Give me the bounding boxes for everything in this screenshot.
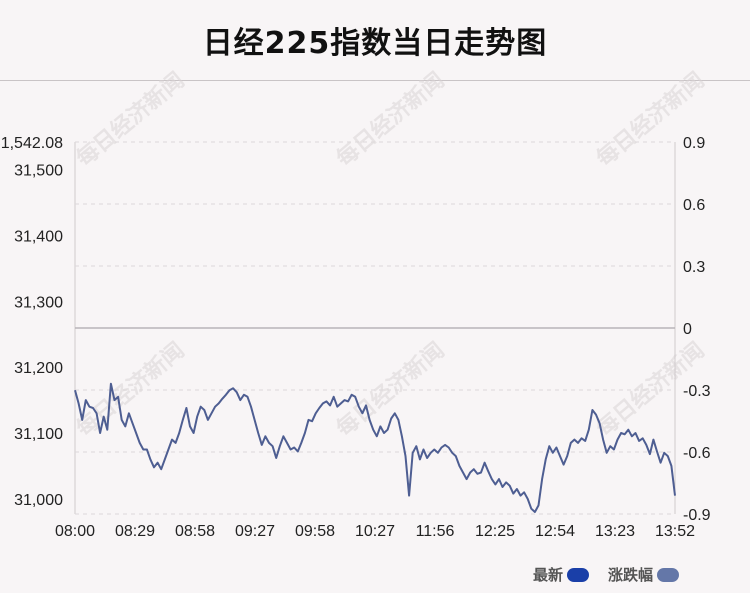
legend-item-change[interactable]: 涨跌幅 (608, 564, 680, 585)
x-tick-label: 12:54 (535, 523, 575, 540)
x-tick-label: 08:29 (115, 523, 155, 540)
legend-label-change: 涨跌幅 (608, 566, 654, 584)
legend-swatch-change (657, 567, 680, 582)
x-tick-label: 13:52 (655, 523, 695, 540)
watermark-text: 每日经济新闻 (332, 67, 450, 172)
y-left-tick-label: 31,000 (14, 492, 63, 509)
y-left-tick-label: 31,542.08 (0, 135, 63, 152)
x-tick-label: 11:56 (416, 523, 455, 540)
y-right-tick-label: -0.9 (683, 507, 711, 524)
y-right-tick-label: 0 (683, 321, 692, 338)
title-divider (0, 80, 750, 81)
legend-label-latest: 最新 (533, 566, 564, 584)
legend-swatch-latest (567, 567, 590, 582)
y-left-tick-label: 31,100 (14, 426, 63, 443)
x-tick-label: 13:23 (595, 523, 635, 540)
chart-title: 日经225指数当日走势图 (202, 26, 548, 61)
y-right-tick-label: 0.6 (683, 197, 705, 214)
watermark-text: 每日经济新闻 (72, 67, 190, 172)
y-left-tick-label: 31,200 (14, 360, 63, 377)
y-right-tick-label: -0.3 (683, 383, 711, 400)
y-left-tick-label: 31,300 (14, 294, 63, 311)
y-right-tick-label: 0.3 (683, 259, 705, 276)
x-tick-label: 12:25 (475, 523, 515, 540)
y-right-tick-label: -0.6 (683, 445, 711, 462)
watermark-text: 每日经济新闻 (592, 67, 710, 172)
y-left-tick-label: 31,500 (14, 163, 63, 180)
series-line-latest (74, 382, 676, 513)
x-tick-label: 10:27 (355, 523, 395, 540)
x-tick-label: 08:58 (175, 523, 215, 540)
x-tick-label: 09:27 (235, 523, 275, 540)
legend-item-latest[interactable]: 最新 (533, 564, 590, 585)
x-tick-label: 08:00 (55, 523, 95, 540)
x-tick-label: 09:58 (295, 523, 335, 540)
y-right-tick-label: 0.9 (683, 135, 705, 152)
y-left-tick-label: 31,400 (14, 229, 63, 246)
